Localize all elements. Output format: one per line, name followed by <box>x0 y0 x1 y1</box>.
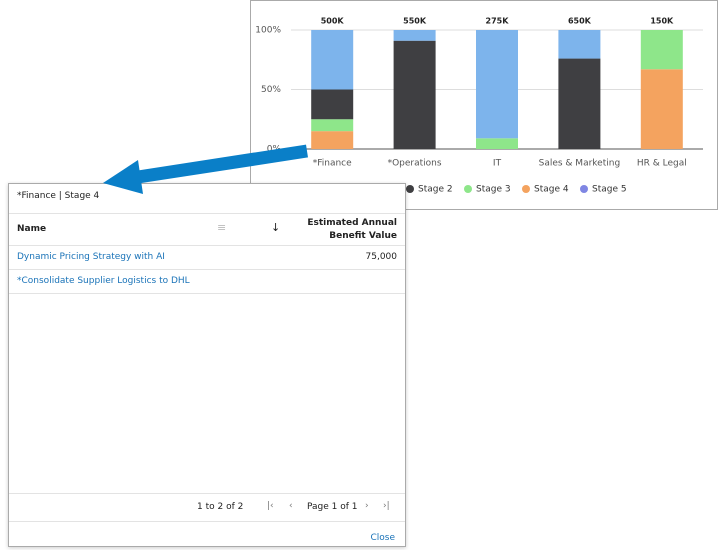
legend-marker <box>522 185 530 193</box>
legend-marker <box>580 185 588 193</box>
dialog-title: *Finance | Stage 4 <box>17 191 100 201</box>
x-tick-label: IT <box>493 159 502 169</box>
bar-segment <box>393 40 436 149</box>
legend-label: Stage 4 <box>534 185 569 195</box>
bar-segment <box>558 30 601 59</box>
row-name-link[interactable]: *Consolidate Supplier Logistics to DHL <box>17 276 190 286</box>
bar-segment <box>311 119 354 132</box>
close-button[interactable]: Close <box>370 533 395 543</box>
divider <box>9 245 405 246</box>
divider <box>9 269 405 270</box>
legend-marker <box>406 185 414 193</box>
y-tick-label: 0% <box>267 145 282 155</box>
x-tick-label: Sales & Marketing <box>539 159 621 169</box>
legend-label: Stage 5 <box>592 185 627 195</box>
bar-segment <box>476 138 518 149</box>
column-header[interactable]: Estimated Annual Benefit Value <box>307 218 397 241</box>
bar-segment <box>311 131 354 149</box>
y-tick-label: 100% <box>255 26 281 36</box>
bar-segment <box>476 30 518 139</box>
first-page[interactable]: |‹ <box>267 501 274 511</box>
bar-segment <box>311 89 354 120</box>
bar-segment <box>311 30 354 90</box>
x-tick-label: *Operations <box>388 159 442 169</box>
sort-icon[interactable]: ↓ <box>271 221 281 234</box>
legend-marker <box>464 185 472 193</box>
row-name-link[interactable]: Dynamic Pricing Strategy with AI <box>17 252 165 262</box>
bar-segment <box>393 30 436 41</box>
next-page[interactable]: › <box>365 501 369 511</box>
column-menu-icon[interactable]: ≡ <box>217 221 227 234</box>
pager-page: Page 1 of 1 <box>307 502 358 512</box>
divider <box>9 493 405 494</box>
chart: 0% 50% 100% *Finance 500K *Operations 550K IT 27… <box>250 0 718 210</box>
total-label: 500K <box>321 17 345 26</box>
divider <box>9 293 405 294</box>
bar-segment <box>640 30 683 70</box>
x-tick-label: *Finance <box>313 159 352 169</box>
total-label: 150K <box>650 17 674 26</box>
total-label: 550K <box>403 17 427 26</box>
y-tick-label: 50% <box>261 85 281 95</box>
prev-page[interactable]: ‹ <box>289 501 293 511</box>
divider <box>9 521 405 522</box>
last-page[interactable]: ›| <box>383 501 390 511</box>
bar-segment <box>640 69 683 149</box>
dialog: *Finance | Stage 4 Name ≡ ↓ Estimated An… <box>8 183 406 547</box>
divider <box>9 213 405 214</box>
pager-summary: 1 to 2 of 2 <box>197 502 244 512</box>
legend-label: Stage 2 <box>418 185 453 195</box>
bar-segment <box>558 58 601 150</box>
legend-label: Stage 3 <box>476 185 511 195</box>
total-label: 650K <box>568 17 592 26</box>
x-tick-label: HR & Legal <box>637 159 687 169</box>
column-header[interactable]: Name <box>17 224 47 234</box>
total-label: 275K <box>486 17 510 26</box>
row-value: 75,000 <box>365 252 398 262</box>
